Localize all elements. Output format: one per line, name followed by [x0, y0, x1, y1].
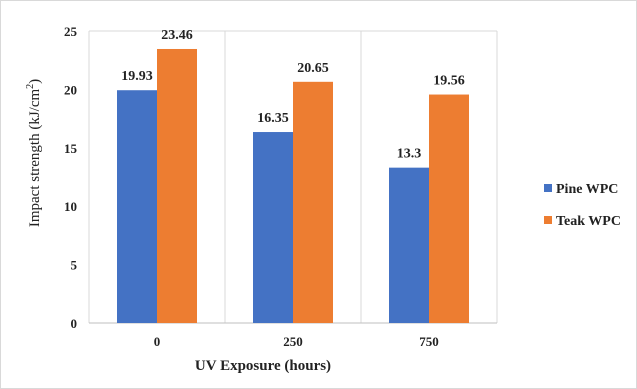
- data-label: 13.3: [397, 147, 422, 162]
- legend-swatch: [544, 216, 552, 224]
- data-label: 20.65: [297, 61, 329, 76]
- data-label: 19.93: [121, 69, 153, 84]
- bar-pine-wpc-0: [117, 90, 157, 324]
- data-label: 16.35: [257, 111, 289, 126]
- data-labels: 19.93 23.46 16.35 20.65 13.3 19.56: [121, 28, 465, 162]
- x-tick-label: 0: [154, 334, 161, 349]
- gridlines: [88, 30, 498, 323]
- data-label: 19.56: [433, 74, 465, 89]
- bar-pine-wpc-750: [389, 167, 429, 323]
- legend: Pine WPC Teak WPC: [544, 182, 621, 229]
- legend-label: Pine WPC: [556, 182, 618, 197]
- y-tick-label: 10: [64, 199, 77, 214]
- data-label: 23.46: [161, 28, 193, 43]
- y-tick-label: 15: [64, 141, 78, 156]
- bars: [117, 48, 469, 324]
- x-tick-label: 250: [283, 334, 303, 349]
- bar-teak-wpc-250: [293, 81, 333, 323]
- y-axis-title-close: ): [27, 79, 43, 84]
- legend-label: Teak WPC: [556, 214, 621, 229]
- y-tick-label: 20: [64, 82, 77, 97]
- y-axis-title: Impact strength (kJ/cm2): [25, 79, 43, 227]
- y-axis-title-main: Impact strength (kJ/cm: [27, 89, 43, 228]
- bar-pine-wpc-250: [253, 132, 293, 323]
- y-tick-label: 25: [64, 24, 78, 39]
- bar-teak-wpc-0: [157, 48, 197, 323]
- y-axis-title-superscript: 2: [25, 84, 36, 89]
- legend-swatch: [544, 184, 552, 192]
- bar-teak-wpc-750: [429, 94, 469, 323]
- y-tick-label: 5: [71, 258, 78, 273]
- y-tick-label: 0: [71, 316, 78, 331]
- x-axis-title: UV Exposure (hours): [195, 358, 331, 374]
- x-tick-label: 750: [419, 334, 439, 349]
